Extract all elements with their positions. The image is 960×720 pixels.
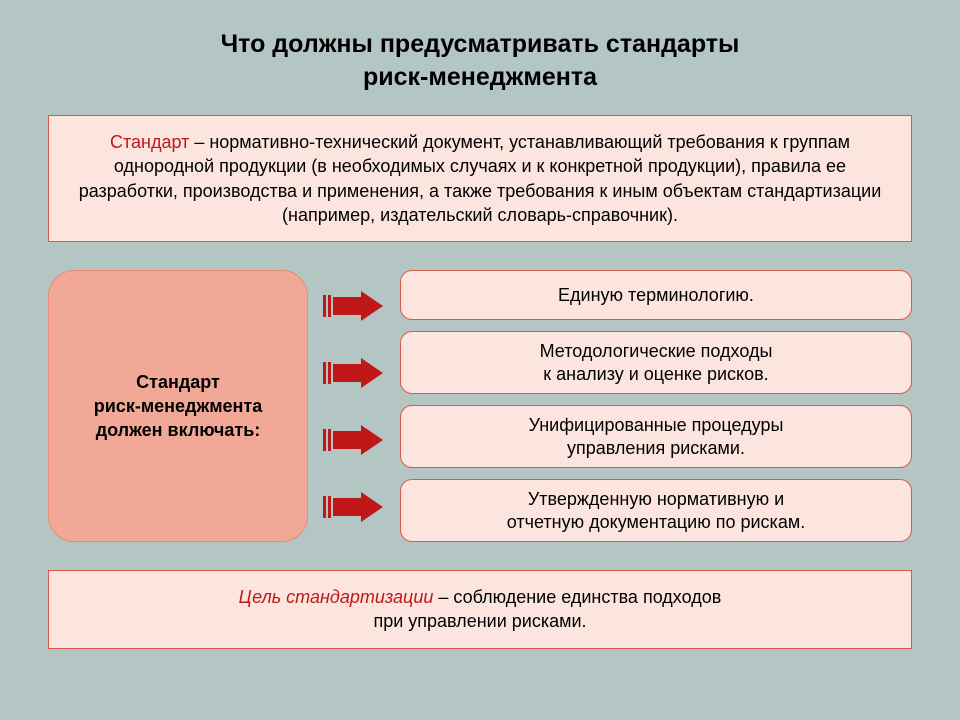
arrow-icon [323, 358, 385, 388]
middle-row: Стандарт риск-менеджмента должен включат… [48, 270, 912, 542]
slide-title: Что должны предусматривать стандарты рис… [48, 28, 912, 93]
arrow-icon [323, 425, 385, 455]
goal-term: Цель стандартизации [239, 587, 434, 607]
item-box: Методологические подходы к анализу и оцен… [400, 331, 912, 394]
arrow-icon [323, 492, 385, 522]
arrow-icon [323, 291, 385, 321]
title-line2: риск-менеджмента [363, 63, 597, 91]
item-box: Единую терминологию. [400, 270, 912, 320]
item-line: управления рисками. [567, 438, 745, 458]
title-line1: Что должны предусматривать стандарты [221, 30, 740, 58]
goal-text2: при управлении рисками. [373, 611, 586, 631]
item-line: Унифицированные процедуры [529, 415, 784, 435]
goal-text: – соблюдение единства подходов [433, 587, 721, 607]
item-box: Утвержденную нормативную и отчетную докум… [400, 479, 912, 542]
left-line2: риск-менеджмента [94, 396, 263, 416]
definition-text: – нормативно-технический документ, устан… [79, 132, 882, 225]
arrows-column [308, 270, 400, 542]
left-line3: должен включать: [96, 420, 261, 440]
item-line: Единую терминологию. [558, 285, 754, 305]
item-line: Утвержденную нормативную и [528, 489, 784, 509]
left-box: Стандарт риск-менеджмента должен включат… [48, 270, 308, 542]
goal-box: Цель стандартизации – соблюдение единств… [48, 570, 912, 649]
item-box: Унифицированные процедуры управления риск… [400, 405, 912, 468]
item-line: Методологические подходы [540, 341, 773, 361]
definition-term: Стандарт [110, 132, 189, 152]
definition-box: Стандарт – нормативно-технический докуме… [48, 115, 912, 242]
item-line: к анализу и оценке рисков. [543, 364, 768, 384]
items-column: Единую терминологию. Методологические по… [400, 270, 912, 542]
slide: Что должны предусматривать стандарты рис… [0, 0, 960, 720]
left-line1: Стандарт [136, 372, 220, 392]
item-line: отчетную документацию по рискам. [507, 512, 805, 532]
